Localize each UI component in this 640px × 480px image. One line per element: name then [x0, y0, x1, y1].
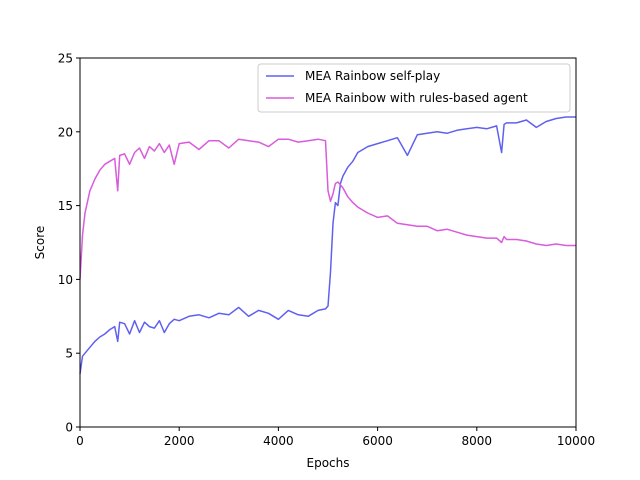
- x-tick-label: 6000: [362, 434, 393, 448]
- x-tick-label: 2000: [164, 434, 195, 448]
- plot-frame: [79, 57, 577, 428]
- y-tick-label: 10: [58, 273, 73, 287]
- y-tick-label: 0: [65, 421, 73, 435]
- series-line-0: [79, 116, 576, 375]
- y-tick-label: 20: [58, 125, 73, 139]
- legend-box: [257, 63, 571, 113]
- y-tick-label: 25: [58, 52, 73, 66]
- x-tick-label: 0: [76, 434, 84, 448]
- x-axis-label: Epochs: [307, 456, 350, 470]
- x-tick-label: 8000: [462, 434, 493, 448]
- y-tick-label: 15: [58, 199, 73, 213]
- series-line-1: [79, 138, 576, 280]
- y-tick-label: 5: [65, 347, 73, 361]
- x-tick-label: 10000: [557, 434, 595, 448]
- legend-label-rules-based: MEA Rainbow with rules-based agent: [305, 91, 528, 105]
- x-tick-label: 4000: [263, 434, 294, 448]
- y-axis-label: Score: [33, 226, 47, 260]
- legend-label-self-play: MEA Rainbow self-play: [305, 69, 440, 83]
- legend: MEA Rainbow self-play MEA Rainbow with r…: [257, 63, 571, 113]
